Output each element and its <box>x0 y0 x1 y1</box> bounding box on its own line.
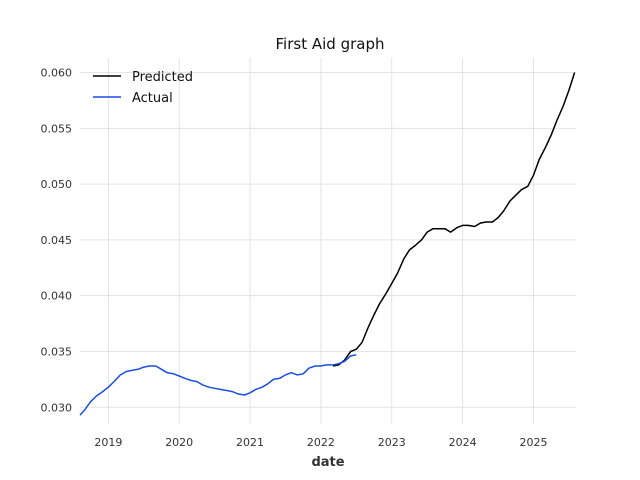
y-tick-label: 0.055 <box>41 122 73 135</box>
x-tick-label: 2021 <box>236 436 264 449</box>
chart-title: First Aid graph <box>276 35 385 53</box>
y-tick-label: 0.045 <box>41 234 73 247</box>
series-line-actual <box>79 354 357 416</box>
x-tick-label: 2020 <box>165 436 193 449</box>
x-tick-label: 2024 <box>449 436 477 449</box>
grid <box>80 58 576 424</box>
legend: Predicted Actual <box>93 70 193 106</box>
y-tick-label: 0.050 <box>41 178 73 191</box>
series-line-predicted <box>332 72 576 367</box>
y-tick-label: 0.030 <box>41 401 73 414</box>
tick-labels: 2019 2020 2021 2022 2023 2024 2025 0.030 0.035 0.… <box>41 67 548 449</box>
legend-label-predicted: Predicted <box>132 70 193 85</box>
x-axis-label: date <box>311 455 344 470</box>
series-lines <box>79 72 576 416</box>
x-tick-label: 2025 <box>519 436 547 449</box>
y-tick-label: 0.035 <box>41 345 73 358</box>
y-tick-label: 0.040 <box>41 290 73 303</box>
x-tick-label: 2023 <box>378 436 406 449</box>
x-tick-label: 2019 <box>94 436 122 449</box>
legend-label-actual: Actual <box>132 91 173 106</box>
y-tick-label: 0.060 <box>41 67 73 80</box>
x-tick-label: 2022 <box>307 436 335 449</box>
